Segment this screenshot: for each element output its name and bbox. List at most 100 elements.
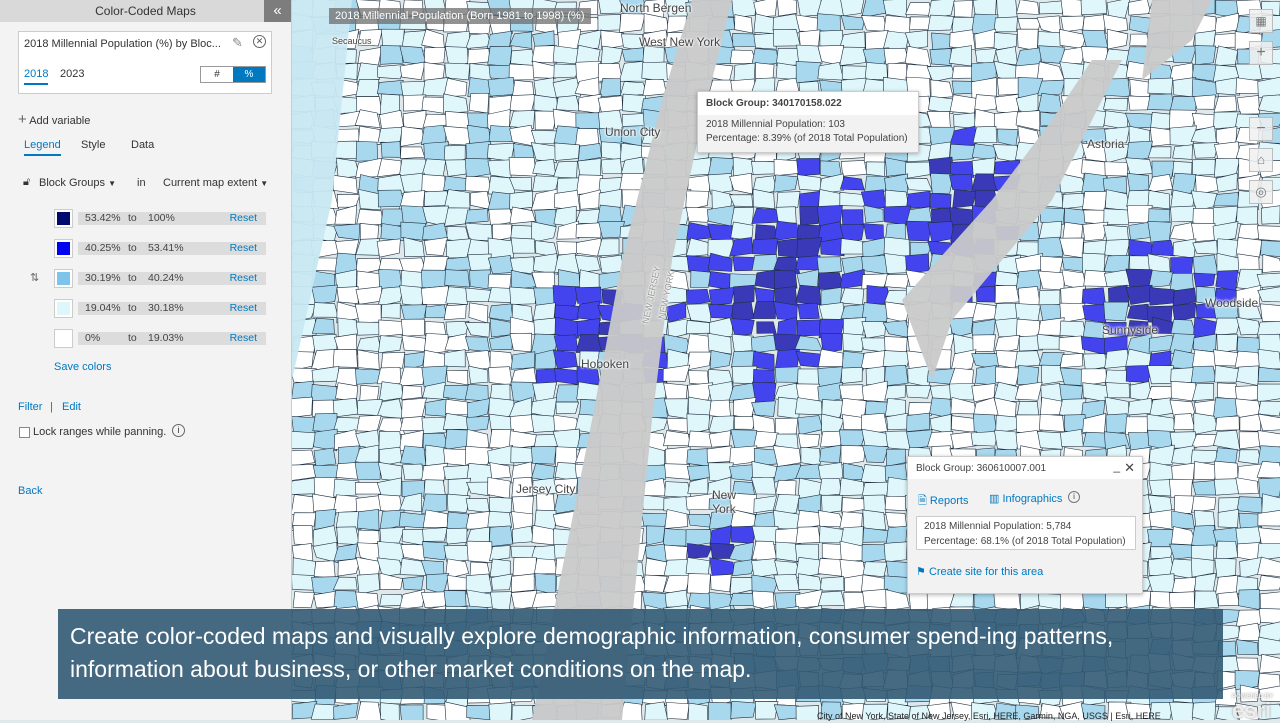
- block-group-polygon[interactable]: [1080, 703, 1106, 720]
- filter-link[interactable]: Filter: [18, 401, 43, 413]
- block-group-polygon[interactable]: [355, 79, 380, 97]
- block-group-polygon[interactable]: [1214, 364, 1241, 383]
- block-group-polygon[interactable]: [996, 77, 1021, 96]
- block-group-polygon[interactable]: [839, 477, 866, 496]
- block-group-polygon[interactable]: [865, 161, 886, 177]
- block-group-polygon[interactable]: [1083, 269, 1108, 287]
- block-group-polygon[interactable]: [1059, 46, 1087, 64]
- block-group-polygon[interactable]: [1062, 192, 1085, 210]
- block-group-polygon[interactable]: [1015, 269, 1041, 290]
- block-group-polygon[interactable]: [1257, 574, 1280, 591]
- block-group-polygon[interactable]: [1236, 639, 1259, 655]
- block-group-polygon[interactable]: [552, 77, 581, 98]
- block-group-polygon[interactable]: [1015, 93, 1039, 114]
- block-group-polygon[interactable]: [1235, 237, 1263, 259]
- block-group-polygon[interactable]: [421, 269, 449, 289]
- block-group-polygon[interactable]: [311, 284, 338, 305]
- block-group-polygon[interactable]: [796, 319, 821, 337]
- block-group-polygon[interactable]: [509, 430, 538, 450]
- block-group-polygon[interactable]: [1102, 176, 1127, 194]
- block-group-polygon[interactable]: [576, 300, 601, 321]
- block-group-polygon[interactable]: [1213, 478, 1239, 496]
- block-group-polygon[interactable]: [686, 333, 712, 355]
- block-group-polygon[interactable]: [332, 417, 362, 432]
- home-button[interactable]: ⌂: [1249, 148, 1273, 172]
- block-group-polygon[interactable]: [1258, 62, 1280, 80]
- block-group-polygon[interactable]: [403, 236, 425, 257]
- reset-button[interactable]: Reset: [229, 332, 257, 344]
- block-group-polygon[interactable]: [796, 158, 820, 176]
- block-group-polygon[interactable]: [1194, 45, 1217, 66]
- block-group-polygon[interactable]: [380, 302, 401, 319]
- block-group-polygon[interactable]: [554, 316, 581, 339]
- block-group-polygon[interactable]: [292, 431, 317, 449]
- block-group-polygon[interactable]: [1258, 703, 1280, 720]
- back-link[interactable]: Back: [18, 485, 43, 497]
- info-icon[interactable]: i: [1068, 491, 1080, 503]
- block-group-polygon[interactable]: [464, 336, 491, 353]
- block-group-polygon[interactable]: [552, 349, 578, 370]
- block-group-polygon[interactable]: [1014, 381, 1043, 401]
- block-group-polygon[interactable]: [690, 270, 712, 288]
- block-group-polygon[interactable]: [706, 205, 735, 227]
- block-group-polygon[interactable]: [994, 285, 1020, 304]
- block-group-polygon[interactable]: [487, 159, 512, 179]
- block-group-polygon[interactable]: [1215, 172, 1238, 193]
- block-group-polygon[interactable]: [971, 173, 999, 193]
- block-group-polygon[interactable]: [772, 445, 802, 467]
- reports-link[interactable]: 🗎︎ Reports: [918, 492, 968, 511]
- block-group-polygon[interactable]: [752, 369, 776, 384]
- block-group-polygon[interactable]: [994, 702, 1022, 720]
- block-group-polygon[interactable]: [884, 495, 909, 512]
- block-group-polygon[interactable]: [685, 320, 713, 335]
- block-group-polygon[interactable]: [949, 382, 975, 401]
- block-group-polygon[interactable]: [332, 494, 359, 514]
- block-group-polygon[interactable]: [886, 448, 907, 467]
- block-group-polygon[interactable]: [378, 381, 404, 402]
- block-group-polygon[interactable]: [379, 594, 404, 607]
- block-group-polygon[interactable]: [1258, 333, 1280, 354]
- block-group-polygon[interactable]: [490, 591, 512, 612]
- color-swatch[interactable]: [54, 269, 73, 288]
- block-group-polygon[interactable]: [1236, 365, 1259, 386]
- block-group-polygon[interactable]: [465, 445, 493, 466]
- block-group-polygon[interactable]: [1081, 287, 1107, 307]
- block-group-polygon[interactable]: [1125, 284, 1153, 305]
- block-group-polygon[interactable]: [927, 430, 954, 449]
- block-group-polygon[interactable]: [443, 77, 468, 98]
- block-group-polygon[interactable]: [356, 509, 380, 531]
- block-group-polygon[interactable]: [1103, 431, 1131, 450]
- block-group-polygon[interactable]: [773, 158, 800, 177]
- block-group-polygon[interactable]: [1190, 365, 1217, 384]
- range-to[interactable]: 100%: [148, 212, 175, 224]
- block-group-polygon[interactable]: [488, 125, 514, 143]
- block-group-polygon[interactable]: [1016, 0, 1040, 15]
- extent-dropdown[interactable]: Current map extent ▼: [163, 177, 268, 189]
- block-group-polygon[interactable]: [906, 190, 931, 209]
- block-group-polygon[interactable]: [1236, 206, 1258, 228]
- block-group-polygon[interactable]: [949, 29, 976, 51]
- block-group-polygon[interactable]: [509, 332, 533, 353]
- block-group-polygon[interactable]: [882, 30, 910, 51]
- block-group-polygon[interactable]: [355, 238, 381, 256]
- block-group-polygon[interactable]: [971, 13, 999, 34]
- block-group-polygon[interactable]: [949, 173, 974, 191]
- block-group-polygon[interactable]: [422, 205, 449, 228]
- block-group-polygon[interactable]: [773, 704, 799, 720]
- block-group-polygon[interactable]: [1257, 225, 1280, 242]
- block-group-polygon[interactable]: [1256, 383, 1280, 403]
- block-group-polygon[interactable]: [489, 545, 511, 562]
- block-group-polygon[interactable]: [1104, 161, 1129, 177]
- block-group-polygon[interactable]: [292, 396, 313, 418]
- block-group-polygon[interactable]: [773, 573, 800, 591]
- minimize-icon[interactable]: _: [1113, 459, 1120, 473]
- block-group-polygon[interactable]: [468, 365, 489, 384]
- block-group-polygon[interactable]: [994, 317, 1021, 338]
- block-group-polygon[interactable]: [752, 188, 775, 210]
- block-group-polygon[interactable]: [930, 193, 952, 209]
- block-group-polygon[interactable]: [686, 222, 712, 241]
- block-group-polygon[interactable]: [819, 525, 845, 544]
- block-group-polygon[interactable]: [862, 527, 889, 543]
- block-group-polygon[interactable]: [400, 318, 425, 337]
- block-group-polygon[interactable]: [404, 351, 426, 371]
